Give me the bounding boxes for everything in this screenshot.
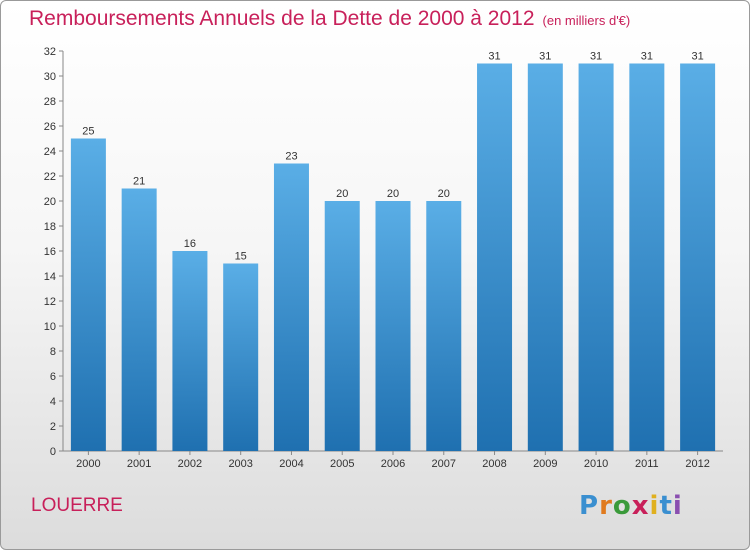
bar-2006	[375, 201, 411, 451]
bar-2004	[273, 163, 309, 451]
y-tick-label: 24	[44, 146, 56, 158]
x-tick-label: 2007	[432, 458, 456, 470]
y-tick-label: 28	[44, 96, 56, 108]
logo-letter: i	[672, 491, 683, 521]
data-label: 23	[285, 151, 297, 163]
data-label: 15	[235, 251, 247, 263]
logo-letter: i	[649, 491, 660, 521]
logo-letter: P	[579, 491, 600, 521]
proxiti-logo[interactable]: Proxiti	[579, 491, 683, 521]
data-label: 16	[184, 238, 196, 250]
x-tick-label: 2008	[482, 458, 506, 470]
x-tick-label: 2000	[76, 458, 100, 470]
y-tick-label: 0	[50, 446, 56, 458]
data-label: 31	[641, 51, 653, 63]
chart-subtitle: (en milliers d'€)	[542, 13, 631, 28]
x-tick-label: 2011	[635, 458, 659, 470]
logo-letter: t	[659, 491, 673, 521]
data-label: 20	[387, 188, 399, 200]
bar-2010	[578, 63, 614, 451]
x-tick-label: 2003	[228, 458, 252, 470]
chart-labels: 2000 25 2001 21 2002 16 2003 15 2004 23 2005 20 2006…	[76, 51, 710, 471]
y-tick-label: 10	[44, 321, 56, 333]
data-label: 31	[488, 51, 500, 63]
data-label: 21	[133, 176, 145, 188]
commune-name: LOUERRE	[31, 495, 123, 516]
data-label: 31	[691, 51, 703, 63]
chart-title-text: Remboursements Annuels de la Dette de 20…	[29, 7, 535, 30]
x-tick-label: 2001	[127, 458, 151, 470]
y-tick-label: 20	[44, 196, 56, 208]
bar-2012	[680, 63, 716, 451]
x-tick-label: 2010	[584, 458, 608, 470]
y-tick-label: 8	[50, 346, 56, 358]
x-tick-label: 2002	[178, 458, 202, 470]
y-tick-label: 30	[44, 71, 56, 83]
bar-2002	[172, 251, 208, 451]
x-tick-label: 2005	[330, 458, 354, 470]
chart-title: Remboursements Annuels de la Dette de 20…	[29, 7, 630, 31]
y-tick-label: 14	[44, 271, 56, 283]
bar-2003	[223, 263, 259, 451]
bar-2008	[477, 63, 513, 451]
bar-2011	[629, 63, 665, 451]
y-tick-label: 16	[44, 246, 56, 258]
y-tick-label: 26	[44, 121, 56, 133]
y-tick-label: 4	[50, 396, 56, 408]
bar-2009	[527, 63, 563, 451]
y-tick-label: 2	[50, 421, 56, 433]
chart-bars	[70, 63, 716, 451]
data-label: 31	[590, 51, 602, 63]
logo-letter: r	[599, 491, 613, 521]
logo-letter: x	[631, 491, 650, 521]
x-tick-label: 2004	[279, 458, 303, 470]
x-tick-label: 2009	[533, 458, 557, 470]
bar-2001	[121, 188, 157, 451]
y-tick-label: 12	[44, 296, 56, 308]
bar-2000	[70, 138, 106, 451]
x-tick-label: 2012	[685, 458, 709, 470]
y-tick-label: 18	[44, 221, 56, 233]
data-label: 25	[82, 126, 94, 138]
bar-2005	[324, 201, 360, 451]
bar-2007	[426, 201, 462, 451]
y-tick-label: 6	[50, 371, 56, 383]
data-label: 31	[539, 51, 551, 63]
x-tick-label: 2006	[381, 458, 405, 470]
data-label: 20	[336, 188, 348, 200]
y-tick-label: 22	[44, 171, 56, 183]
data-label: 20	[438, 188, 450, 200]
logo-letter: o	[612, 491, 632, 521]
y-tick-label: 32	[44, 46, 56, 58]
